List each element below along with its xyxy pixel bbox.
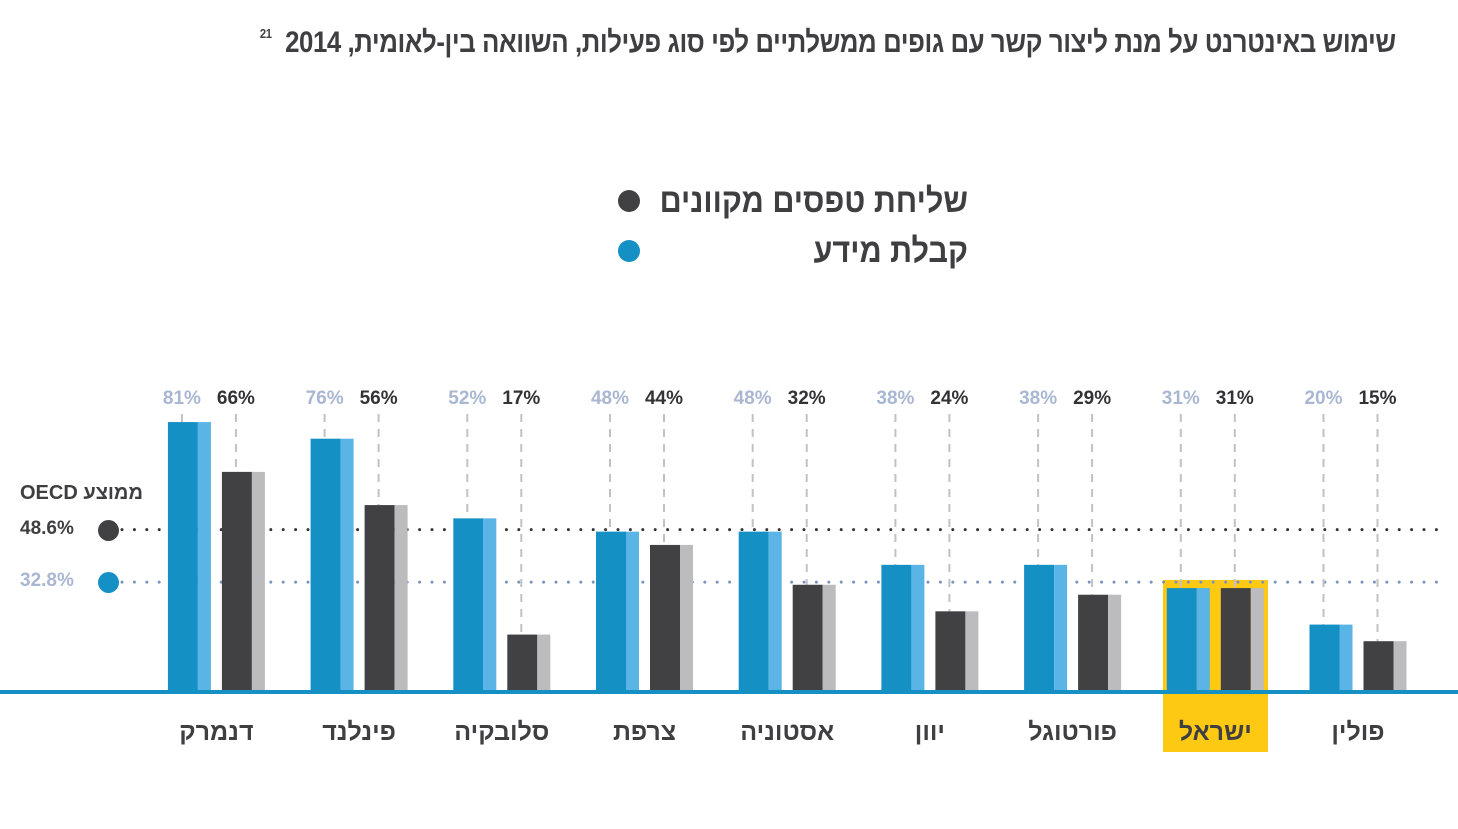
- title-text: שימוש באינטרנט על מנת ליצור קשר עם גופים…: [285, 26, 1396, 59]
- value-label-forms: 17%: [502, 388, 541, 409]
- bar-info-shade: [626, 531, 639, 691]
- bar-forms: [792, 584, 823, 691]
- legend-label-info: קבלת מידע: [813, 231, 968, 270]
- bar-forms-shade: [251, 471, 265, 691]
- oecd-forms-average-label: 48.6%: [20, 517, 74, 539]
- country-label: פורטוגל: [1028, 718, 1117, 746]
- bar-info: [453, 518, 484, 691]
- bar-info-shade: [1339, 624, 1353, 691]
- country-label: דנמרק: [179, 718, 254, 746]
- country-label: פינלנד: [322, 718, 396, 746]
- bar-info-shade: [768, 531, 782, 691]
- bar-info: [1024, 564, 1055, 691]
- country-label: סלובקיה: [454, 718, 550, 746]
- bar-info: [596, 531, 626, 691]
- legend: שליחת טפסים מקוונים קבלת מידע: [618, 176, 968, 276]
- value-label-info: 52%: [448, 388, 487, 409]
- value-label-info: 76%: [305, 388, 344, 409]
- value-label-forms: 29%: [1073, 388, 1112, 409]
- legend-label-forms: שליחת טפסים מקוונים: [659, 181, 968, 220]
- value-label-info: 31%: [1161, 388, 1200, 409]
- bar-forms-shade: [1393, 641, 1407, 691]
- value-label-info: 38%: [1019, 388, 1058, 409]
- bar-forms: [221, 471, 252, 691]
- country-label: אסטוניה: [740, 718, 835, 746]
- title-footnote: 21: [260, 26, 272, 41]
- value-label-forms: 32%: [787, 388, 826, 409]
- bar-info: [1166, 588, 1197, 691]
- oecd-info-average-label: 32.8%: [20, 570, 74, 592]
- bar-forms: [935, 611, 966, 691]
- value-label-forms: 44%: [644, 388, 684, 409]
- bar-forms-shade: [537, 634, 551, 691]
- bar-forms: [507, 634, 538, 691]
- bar-forms-shade: [822, 584, 836, 691]
- bar-info-shade: [340, 438, 354, 691]
- value-label-info: 38%: [876, 388, 915, 409]
- bar-info: [881, 564, 912, 691]
- oecd-info-average-dot-icon: [98, 572, 119, 594]
- country-label: יוון: [914, 718, 945, 746]
- chart-title: שימוש באינטרנט על מנת ליצור קשר עם גופים…: [260, 26, 1396, 60]
- bar-info: [167, 422, 198, 691]
- bar-info: [738, 531, 769, 691]
- bar-forms-shade: [1250, 588, 1264, 691]
- value-label-forms: 56%: [359, 388, 398, 409]
- value-label-forms: 66%: [216, 388, 255, 409]
- bar-forms-shade: [1108, 594, 1122, 691]
- bar-forms-shade: [680, 544, 693, 691]
- bar-forms: [1078, 594, 1109, 691]
- bar-forms: [1363, 641, 1394, 691]
- value-label-forms: 31%: [1215, 388, 1254, 409]
- bar-info: [1309, 624, 1340, 691]
- value-label-forms: 15%: [1358, 388, 1397, 409]
- value-label-info: 48%: [733, 388, 772, 409]
- bar-info-shade: [483, 518, 497, 691]
- legend-item-forms: שליחת טפסים מקוונים: [618, 176, 968, 226]
- legend-dot-forms-icon: [618, 190, 640, 212]
- bar-forms: [364, 505, 395, 691]
- country-label: ישראל: [1178, 718, 1252, 746]
- bar-forms-shade: [965, 611, 979, 691]
- bar-info: [310, 438, 341, 691]
- oecd-average-title: ממוצע OECD: [20, 482, 143, 504]
- country-label: צרפת: [612, 718, 677, 746]
- bar-forms: [1220, 588, 1251, 691]
- legend-dot-info-icon: [618, 240, 640, 262]
- value-label-info: 48%: [590, 388, 630, 409]
- oecd-forms-average-dot-icon: [98, 519, 119, 541]
- bar-info-shade: [1054, 564, 1068, 691]
- value-label-forms: 24%: [930, 388, 969, 409]
- value-label-info: 20%: [1304, 388, 1343, 409]
- value-label-info: 81%: [162, 388, 201, 409]
- bar-info-shade: [911, 564, 925, 691]
- legend-item-info: קבלת מידע: [618, 226, 968, 276]
- bar-info-shade: [197, 422, 211, 691]
- bar-forms-shade: [394, 505, 408, 691]
- country-label: פולין: [1331, 718, 1385, 746]
- bar-forms: [650, 544, 680, 691]
- bar-info-shade: [1196, 588, 1210, 691]
